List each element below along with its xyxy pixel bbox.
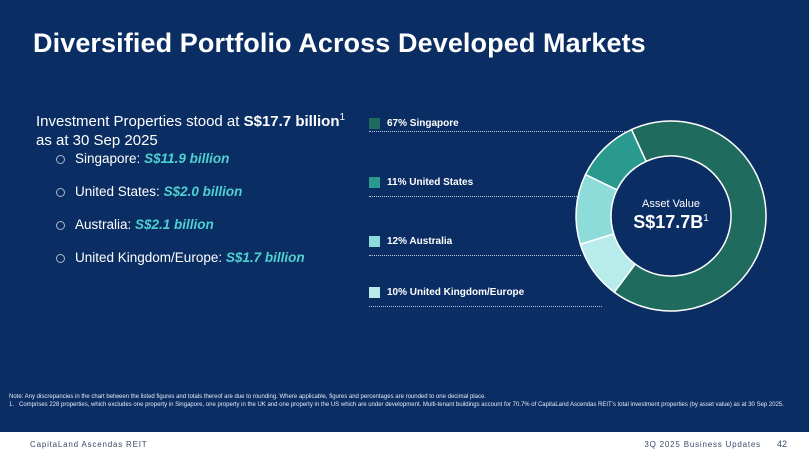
bullet-value: S$2.0 billion [163, 184, 243, 199]
footnotes: Note: Any discrepancies in the chart bet… [9, 393, 799, 409]
legend-label-singapore: 67% Singapore [387, 118, 459, 129]
bullet-label: United Kingdom/Europe: [75, 250, 226, 265]
footnote-1: 1. Comprises 228 properties, which exclu… [9, 402, 784, 408]
legend-swatch-united-states [369, 177, 380, 188]
intro-text: Investment Properties stood at S$17.7 bi… [36, 108, 345, 150]
bullet-value: S$1.7 billion [225, 250, 305, 265]
bullet-circle-icon [56, 155, 65, 164]
bullet-circle-icon [56, 254, 65, 263]
page-title: Diversified Portfolio Across Developed M… [33, 28, 646, 58]
donut-chart [575, 120, 767, 312]
intro-suffix: as at 30 Sep 2025 [36, 132, 158, 149]
center-value: S$17.7B1 [618, 212, 724, 233]
leader-line-united-states [369, 196, 579, 197]
footer: CapitaLand Ascendas REIT 3Q 2025 Busines… [0, 432, 809, 457]
legend-swatch-singapore [369, 118, 380, 129]
bullet-value: S$11.9 billion [144, 151, 230, 166]
page-number: 42 [776, 439, 787, 449]
leader-line-united-kingdom-europe [369, 306, 602, 307]
bullet-label: Singapore: [75, 151, 145, 166]
legend-swatch-united-kingdom-europe [369, 287, 380, 298]
leader-line-australia [369, 255, 581, 256]
intro-footnote-ref: 1 [339, 112, 346, 123]
intro-total: S$17.7 billion [243, 113, 340, 130]
bullet-circle-icon [56, 221, 65, 230]
donut-slice-united-states [584, 128, 648, 191]
legend-swatch-australia [369, 236, 380, 247]
footer-company: CapitaLand Ascendas REIT [30, 440, 148, 449]
intro-prefix: Investment Properties stood at [36, 113, 244, 130]
legend-label-united-states: 11% United States [387, 177, 474, 188]
bullet-label: United States: [75, 184, 164, 199]
bullet-circle-icon [56, 188, 65, 197]
center-footnote-ref: 1 [703, 213, 709, 224]
footer-section: 3Q 2025 Business Updates [644, 440, 761, 449]
center-value-text: S$17.7B [633, 212, 704, 232]
legend-label-australia: 12% Australia [387, 236, 453, 247]
rounding-note: Note: Any discrepancies in the chart bet… [9, 394, 486, 400]
bullet-label: Australia: [75, 217, 136, 232]
leader-line-singapore [369, 131, 633, 132]
donut-slice-singapore [613, 120, 767, 312]
center-label: Asset Value [642, 198, 700, 210]
slide: Diversified Portfolio Across Developed M… [9, 28, 799, 409]
bullet-value: S$2.1 billion [135, 217, 214, 232]
legend-label-united-kingdom-europe: 10% United Kingdom/Europe [387, 287, 525, 298]
